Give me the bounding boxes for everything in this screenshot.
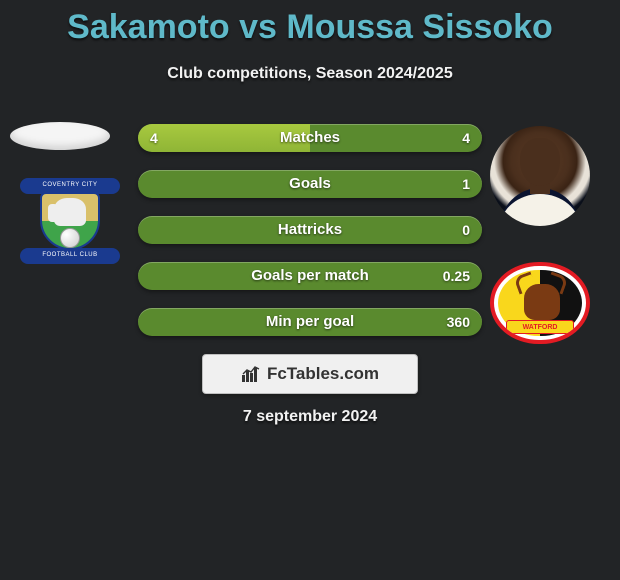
footer-date: 7 september 2024 <box>0 408 620 426</box>
stat-row-goals-per-match: Goals per match 0.25 <box>138 262 482 290</box>
stat-right-value: 0.25 <box>443 262 470 290</box>
stat-right-value: 360 <box>447 308 470 336</box>
page-title: Sakamoto vs Moussa Sissoko <box>0 0 620 47</box>
stat-label: Goals <box>138 170 482 198</box>
watford-banner-text: WATFORD <box>506 320 574 334</box>
stat-right-value: 1 <box>462 170 470 198</box>
source-badge-text: FcTables.com <box>267 364 379 384</box>
stat-label: Hattricks <box>138 216 482 244</box>
club-left-crest-coventry <box>20 178 120 264</box>
stat-row-goals: Goals 1 <box>138 170 482 198</box>
stats-container: 4 Matches 4 Goals 1 Hattricks 0 Goals pe… <box>138 124 482 354</box>
stat-row-min-per-goal: Min per goal 360 <box>138 308 482 336</box>
bar-chart-icon <box>241 365 261 383</box>
source-badge[interactable]: FcTables.com <box>202 354 418 394</box>
stat-label: Goals per match <box>138 262 482 290</box>
player-left-avatar-placeholder <box>10 122 110 150</box>
stat-right-value: 0 <box>462 216 470 244</box>
page-subtitle: Club competitions, Season 2024/2025 <box>0 65 620 83</box>
stat-row-matches: 4 Matches 4 <box>138 124 482 152</box>
club-right-crest-watford: WATFORD <box>490 262 590 344</box>
stat-right-value: 4 <box>462 124 470 152</box>
stat-label: Min per goal <box>138 308 482 336</box>
stat-row-hattricks: Hattricks 0 <box>138 216 482 244</box>
stat-label: Matches <box>138 124 482 152</box>
player-right-avatar-sissoko <box>490 126 590 226</box>
